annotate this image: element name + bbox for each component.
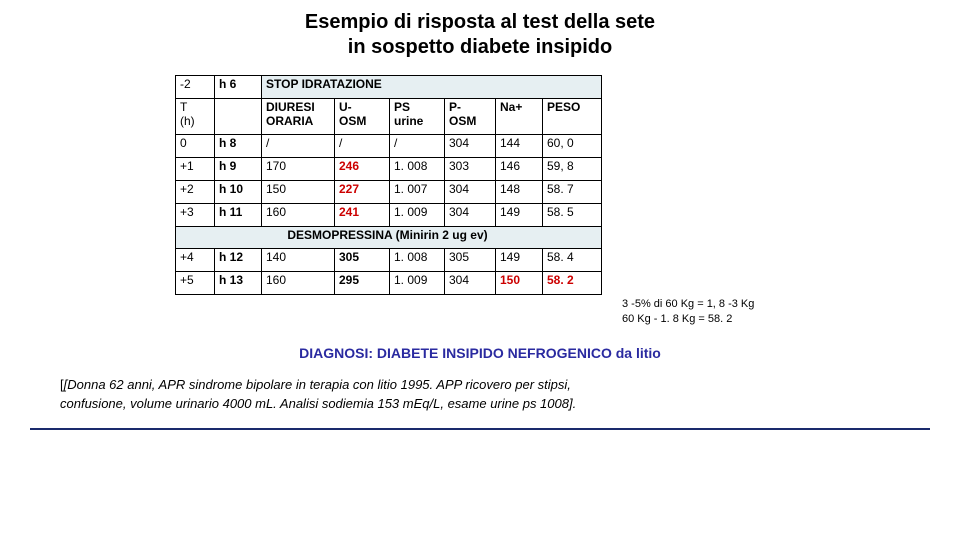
- case-description: [[Donna 62 anni, APR sindrome bipolare i…: [60, 375, 900, 414]
- cell: 304: [445, 272, 496, 295]
- cell: 58. 4: [543, 249, 602, 272]
- desmopressina-label: DESMOPRESSINA (Minirin 2 ug ev): [176, 226, 602, 249]
- cell: h 12: [215, 249, 262, 272]
- cell: 227: [335, 180, 390, 203]
- cell: h 8: [215, 135, 262, 158]
- cell: 160: [262, 272, 335, 295]
- cell: 304: [445, 180, 496, 203]
- cell: 0: [176, 135, 215, 158]
- cell: 59, 8: [543, 158, 602, 181]
- diagnosis-line: DIAGNOSI: DIABETE INSIPIDO NEFROGENICO d…: [0, 345, 960, 361]
- cell: 149: [496, 249, 543, 272]
- cell: 58. 5: [543, 203, 602, 226]
- cell: +3: [176, 203, 215, 226]
- col-header: U-OSM: [335, 98, 390, 135]
- cell: 170: [262, 158, 335, 181]
- cell: /: [262, 135, 335, 158]
- desmopressina-row: DESMOPRESSINA (Minirin 2 ug ev): [176, 226, 602, 249]
- col-header-blank: [215, 98, 262, 135]
- col-header: T(h): [176, 98, 215, 135]
- header-row: T(h) DIURESIORARIA U-OSM PSurine P-OSM N…: [176, 98, 602, 135]
- cell: 149: [496, 203, 543, 226]
- page-title: Esempio di risposta al test della sete i…: [0, 10, 960, 60]
- cell: +5: [176, 272, 215, 295]
- cell: 146: [496, 158, 543, 181]
- cell: +2: [176, 180, 215, 203]
- bottom-rule: [30, 428, 930, 430]
- col-header: PSurine: [390, 98, 445, 135]
- cell: 304: [445, 135, 496, 158]
- cell: 241: [335, 203, 390, 226]
- cell: 1. 007: [390, 180, 445, 203]
- cell: 1. 009: [390, 203, 445, 226]
- table-row: +5h 131602951. 00930415058. 2: [176, 272, 602, 295]
- cell: 150: [496, 272, 543, 295]
- table-row: +1h 91702461. 00830314659, 8: [176, 158, 602, 181]
- case-text: [Donna 62 anni, APR sindrome bipolare in…: [64, 377, 571, 392]
- col-header: Na+: [496, 98, 543, 135]
- col-header: P-OSM: [445, 98, 496, 135]
- cell: h 6: [215, 76, 262, 99]
- cell: 304: [445, 203, 496, 226]
- cell: +1: [176, 158, 215, 181]
- cell: h 10: [215, 180, 262, 203]
- cell: 60, 0: [543, 135, 602, 158]
- col-header: DIURESIORARIA: [262, 98, 335, 135]
- col-header: PESO: [543, 98, 602, 135]
- cell: /: [390, 135, 445, 158]
- cell: h 9: [215, 158, 262, 181]
- side-note: 3 -5% di 60 Kg = 1, 8 -3 Kg 60 Kg - 1. 8…: [622, 297, 754, 327]
- cell: 150: [262, 180, 335, 203]
- case-text: confusione, volume urinario 4000 mL. Ana…: [60, 396, 576, 411]
- cell: 160: [262, 203, 335, 226]
- cell: -2: [176, 76, 215, 99]
- cell: 305: [335, 249, 390, 272]
- test-result-table: -2 h 6 STOP IDRATAZIONE T(h) DIURESIORAR…: [175, 75, 602, 295]
- cell: 58. 2: [543, 272, 602, 295]
- cell: +4: [176, 249, 215, 272]
- cell: 305: [445, 249, 496, 272]
- table-row: 0h 8///30414460, 0: [176, 135, 602, 158]
- cell: 1. 008: [390, 158, 445, 181]
- cell: h 13: [215, 272, 262, 295]
- cell: 1. 008: [390, 249, 445, 272]
- side-note-line: 3 -5% di 60 Kg = 1, 8 -3 Kg: [622, 298, 754, 310]
- table-row: +4h 121403051. 00830514958. 4: [176, 249, 602, 272]
- cell: 295: [335, 272, 390, 295]
- cell: 1. 009: [390, 272, 445, 295]
- side-note-line: 60 Kg - 1. 8 Kg = 58. 2: [622, 313, 732, 325]
- cell: /: [335, 135, 390, 158]
- cell: 148: [496, 180, 543, 203]
- table-row: +3h 111602411. 00930414958. 5: [176, 203, 602, 226]
- table-row: +2h 101502271. 00730414858. 7: [176, 180, 602, 203]
- cell: h 11: [215, 203, 262, 226]
- stop-label: STOP IDRATAZIONE: [262, 76, 602, 99]
- cell: 303: [445, 158, 496, 181]
- title-line-1: Esempio di risposta al test della sete: [305, 11, 655, 33]
- cell: 246: [335, 158, 390, 181]
- cell: 140: [262, 249, 335, 272]
- title-line-2: in sospetto diabete insipido: [348, 36, 612, 58]
- cell: 58. 7: [543, 180, 602, 203]
- stop-row: -2 h 6 STOP IDRATAZIONE: [176, 76, 602, 99]
- cell: 144: [496, 135, 543, 158]
